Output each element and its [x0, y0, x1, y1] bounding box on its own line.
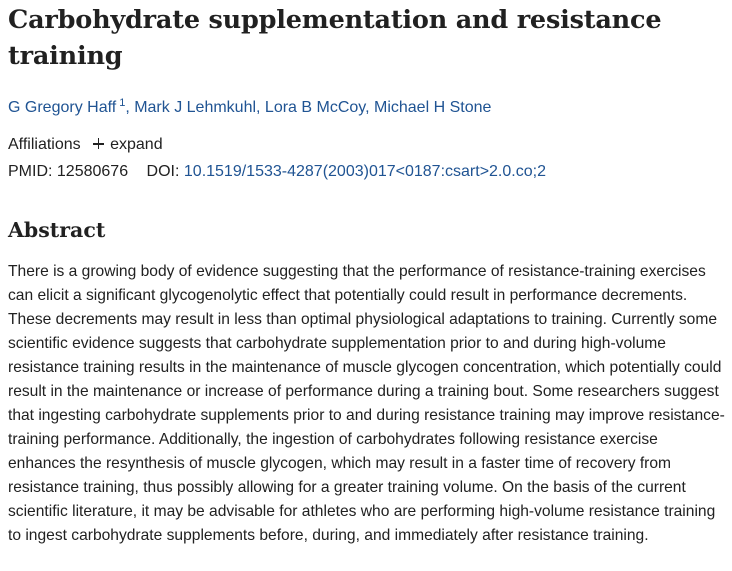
author-separator: , — [125, 99, 135, 116]
author-list: G Gregory Haff 1, Mark J Lehmkuhl, Lora B… — [8, 98, 726, 118]
expand-affiliations-button[interactable]: expand — [93, 136, 163, 153]
author-separator: , — [365, 99, 374, 116]
pmid-label: PMID: — [8, 163, 53, 180]
identifiers-row: PMID: 12580676 DOI: 10.1519/1533-4287(20… — [8, 162, 726, 182]
affiliation-marker[interactable]: 1 — [119, 97, 126, 109]
pmid-value: 12580676 — [56, 163, 129, 180]
author-link[interactable]: G Gregory Haff — [8, 99, 117, 116]
article-page: Carbohydrate supplementation and resista… — [8, 0, 726, 564]
affiliations-row: Affiliations expand — [8, 135, 726, 155]
expand-label: expand — [110, 136, 163, 153]
plus-icon — [93, 138, 105, 149]
author-link[interactable]: Mark J Lehmkuhl — [134, 99, 257, 116]
author-separator: , — [256, 99, 265, 116]
author-link[interactable]: Lora B McCoy — [264, 99, 366, 116]
doi-label: DOI: — [146, 163, 180, 180]
author-link[interactable]: Michael H Stone — [374, 99, 492, 116]
article-title: Carbohydrate supplementation and resista… — [8, 5, 662, 71]
abstract-text: There is a growing body of evidence sugg… — [8, 263, 725, 544]
abstract-heading: Abstract — [8, 218, 106, 242]
affiliations-label: Affiliations — [8, 136, 81, 153]
doi-link[interactable]: 10.1519/1533-4287(2003)017<0187:csart>2.… — [183, 163, 546, 180]
